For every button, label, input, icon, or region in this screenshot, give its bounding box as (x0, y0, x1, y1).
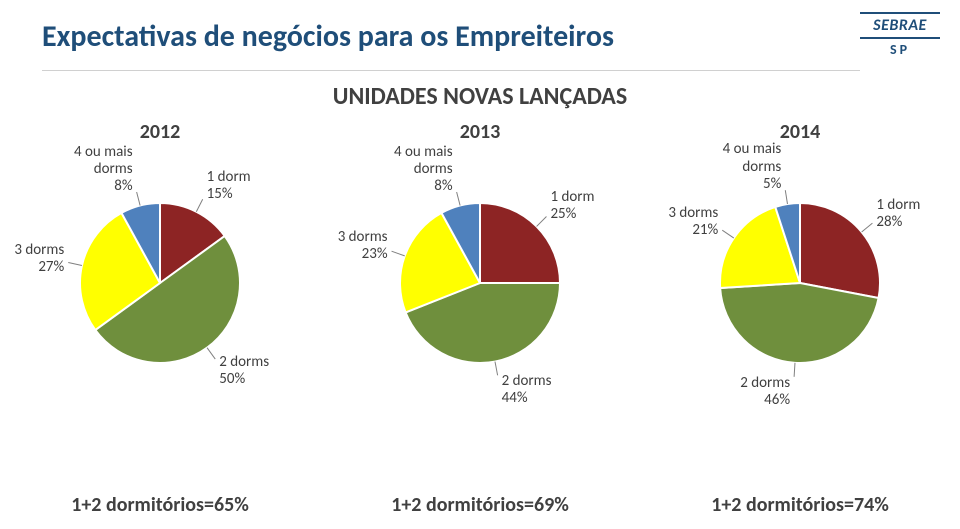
chart-year: 2014 (650, 120, 950, 144)
slice-label-line: 4 ou mais (74, 143, 133, 161)
footer-2012: 1+2 dormitórios=65% (10, 493, 310, 517)
slice-label-line: 1 dorm (550, 188, 594, 206)
leader-line (137, 192, 140, 206)
slice-label-line: 21% (692, 221, 718, 239)
chart-year: 2012 (10, 120, 310, 144)
slice-label-d1: 1 dorm25% (550, 189, 594, 224)
pie-slice-d1 (480, 203, 560, 283)
page-title: Expectativas de negócios para os Empreit… (42, 18, 614, 55)
footers-row: 1+2 dormitórios=65% 1+2 dormitórios=69% … (0, 493, 960, 517)
slice-label-line: 2 dorms (219, 353, 269, 371)
leader-line (207, 348, 215, 359)
slice-label-line: dorms (94, 160, 133, 178)
pie-slice-d2 (720, 283, 878, 363)
divider (42, 70, 860, 71)
slice-label-line: 28% (876, 213, 902, 231)
slice-label-d4: 4 ou maisdorms8% (394, 144, 453, 196)
footer-2013: 1+2 dormitórios=69% (330, 493, 630, 517)
leader-line (722, 230, 734, 238)
logo-brand: SEBRAE (860, 16, 940, 35)
logo-sub: SP (860, 41, 940, 58)
pie-2012: 1 dorm15%2 dorms50%3 dorms27%4 ou maisdo… (30, 148, 290, 408)
slice-label-d3: 3 dorms23% (338, 229, 388, 264)
sebrae-logo: SEBRAE SP (860, 10, 940, 58)
slice-label-d1: 1 dorm28% (876, 197, 920, 232)
pie-2013: 1 dorm25%2 dorms44%3 dorms23%4 ou maisdo… (350, 148, 610, 408)
slice-label-line: 50% (219, 370, 245, 388)
logo-bar (860, 37, 940, 39)
leader-line (495, 362, 498, 376)
slice-label-d3: 3 dorms27% (14, 242, 64, 277)
slice-label-line: 3 dorms (14, 241, 64, 259)
slice-label-line: 8% (434, 177, 452, 195)
slice-label-line: dorms (414, 160, 453, 178)
pie-2014: 1 dorm28%2 dorms46%3 dorms21%4 ou maisdo… (670, 148, 930, 408)
leader-line (196, 199, 202, 211)
slice-label-line: 46% (764, 391, 790, 409)
leader-line (457, 192, 460, 206)
leader-line (68, 262, 82, 265)
slice-label-line: 23% (362, 245, 388, 263)
chart-2012: 2012 1 dorm15% 2 dorms50% 3 dorms27% 4 ou m… (10, 120, 310, 450)
slice-label-line: 3 dorms (338, 228, 388, 246)
slice-label-d2: 2 dorms50% (219, 354, 269, 389)
page: Expectativas de negócios para os Empreit… (0, 0, 960, 529)
logo-bar (860, 12, 940, 14)
chart-2014: 2014 1 dorm28%2 dorms46%3 dorms21%4 ou m… (650, 120, 950, 450)
slice-label-d3: 3 dorms21% (668, 205, 718, 240)
slice-label-d2: 2 dorms46% (740, 375, 790, 410)
leader-line (862, 223, 873, 232)
leader-line (794, 363, 795, 377)
slice-label-d2: 2 dorms44% (502, 373, 552, 408)
footer-2014: 1+2 dormitórios=74% (650, 493, 950, 517)
chart-year: 2013 (330, 120, 630, 144)
slice-label-line: 44% (502, 389, 528, 407)
slice-label-line: dorms (742, 158, 781, 176)
slice-label-line: 27% (38, 258, 64, 276)
slice-label-line: 15% (207, 185, 233, 203)
leader-line (537, 217, 547, 227)
slice-label-line: 2 dorms (740, 374, 790, 392)
slice-label-line: 1 dorm (876, 196, 920, 214)
slice-label-line: 4 ou mais (394, 143, 453, 161)
slice-label-line: 8% (114, 177, 132, 195)
pie-svg (670, 148, 930, 408)
slice-label-line: 4 ou mais (723, 140, 782, 158)
pie-slice-d1 (800, 203, 880, 298)
slice-label-d4: 4 ou maisdorms5% (723, 141, 782, 193)
slice-label-line: 2 dorms (502, 372, 552, 390)
slice-label-line: 1 dorm (207, 168, 251, 186)
slice-label-line: 25% (550, 205, 576, 223)
slice-label-line: 3 dorms (668, 204, 718, 222)
slice-label-d1: 1 dorm15% (207, 169, 251, 204)
subtitle: UNIDADES NOVAS LANÇADAS (0, 82, 960, 111)
chart-2013: 2013 1 dorm25%2 dorms44%3 dorms23%4 ou m… (330, 120, 630, 450)
leader-line (785, 190, 787, 204)
slice-label-line: 5% (763, 175, 781, 193)
leader-line (392, 251, 405, 256)
charts-row: 2012 1 dorm15%2 dorms50%3 dorms27%4 ou m… (0, 120, 960, 450)
slice-label-d4: 4 ou maisdorms8% (74, 144, 133, 196)
